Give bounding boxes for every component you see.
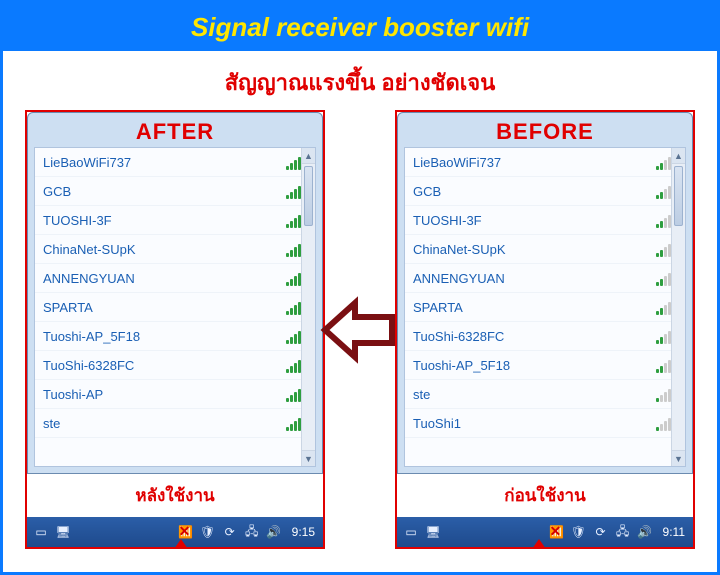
- scroll-down-button[interactable]: ▼: [302, 450, 315, 466]
- wifi-name: TUOSHI-3F: [413, 213, 482, 228]
- arrow-icon: [320, 295, 400, 365]
- after-window-frame: AFTER LieBaoWiFi737 GCB TUOSHI-3F ChinaNet-…: [27, 112, 323, 474]
- after-caption: หลังใช้งาน: [27, 474, 323, 517]
- wifi-name: GCB: [43, 184, 71, 199]
- wifi-name: ChinaNet-SUpK: [413, 242, 506, 257]
- shield-icon[interactable]: 🛡: [571, 524, 587, 540]
- wifi-name: ANNENGYUAN: [43, 271, 135, 286]
- wifi-name: ANNENGYUAN: [413, 271, 505, 286]
- scroll-thumb[interactable]: [304, 166, 313, 226]
- wifi-name: Tuoshi-AP: [43, 387, 103, 402]
- before-label: BEFORE: [404, 119, 686, 145]
- status-icon[interactable]: 📶: [549, 524, 565, 540]
- banner-title: Signal receiver booster wifi: [191, 12, 529, 43]
- scroll-thumb[interactable]: [674, 166, 683, 226]
- speaker-icon[interactable]: 🔊: [266, 524, 282, 540]
- before-wifi-list: LieBaoWiFi737 GCB TUOSHI-3F ChinaNet-SUpK AN…: [404, 147, 686, 467]
- wifi-name: Tuoshi-AP_5F18: [43, 329, 140, 344]
- wifi-row[interactable]: GCB: [405, 177, 685, 206]
- wifi-row[interactable]: ste: [35, 409, 315, 438]
- wifi-row[interactable]: ChinaNet-SUpK: [405, 235, 685, 264]
- speaker-icon[interactable]: 🔊: [637, 524, 653, 540]
- before-time: 9:11: [663, 525, 685, 539]
- before-taskbar: ▭ 🖥 📶 🛡 ⟳ 🖧 🔊 9:11: [397, 517, 693, 547]
- after-label: AFTER: [34, 119, 316, 145]
- refresh-icon[interactable]: ⟳: [222, 524, 238, 540]
- wifi-row[interactable]: ChinaNet-SUpK: [35, 235, 315, 264]
- wifi-row[interactable]: LieBaoWiFi737: [405, 148, 685, 177]
- wifi-name: Tuoshi-AP_5F18: [413, 358, 510, 373]
- wifi-row[interactable]: Tuoshi-AP: [35, 380, 315, 409]
- after-panel: AFTER LieBaoWiFi737 GCB TUOSHI-3F ChinaNet-…: [25, 110, 325, 549]
- panels-container: AFTER LieBaoWiFi737 GCB TUOSHI-3F ChinaNet-…: [3, 110, 717, 549]
- wifi-name: ChinaNet-SUpK: [43, 242, 136, 257]
- scrollbar[interactable]: ▲ ▼: [301, 148, 315, 466]
- wifi-row[interactable]: ste: [405, 380, 685, 409]
- wifi-row[interactable]: TUOSHI-3F: [405, 206, 685, 235]
- after-time: 9:15: [292, 525, 315, 539]
- before-window-frame: BEFORE LieBaoWiFi737 GCB TUOSHI-3F ChinaNet…: [397, 112, 693, 474]
- after-wifi-list: LieBaoWiFi737 GCB TUOSHI-3F ChinaNet-SUpK AN…: [34, 147, 316, 467]
- wifi-name: LieBaoWiFi737: [43, 155, 131, 170]
- wifi-row[interactable]: TuoShi1: [405, 409, 685, 438]
- wifi-row[interactable]: GCB: [35, 177, 315, 206]
- wifi-name: SPARTA: [413, 300, 463, 315]
- wifi-row[interactable]: ANNENGYUAN: [35, 264, 315, 293]
- wifi-row[interactable]: SPARTA: [405, 293, 685, 322]
- scrollbar[interactable]: ▲ ▼: [671, 148, 685, 466]
- status-icon[interactable]: 📶: [178, 524, 194, 540]
- wifi-row[interactable]: TUOSHI-3F: [35, 206, 315, 235]
- after-taskbar: ▭ 🖥 📶 🛡 ⟳ 🖧 🔊 9:15: [27, 517, 323, 547]
- banner: Signal receiver booster wifi: [3, 3, 717, 51]
- wifi-row[interactable]: TuoShi-6328FC: [405, 322, 685, 351]
- monitor-icon[interactable]: 🖥: [425, 524, 441, 540]
- network-icon[interactable]: 🖧: [244, 524, 260, 540]
- refresh-icon[interactable]: ⟳: [593, 524, 609, 540]
- window-icon[interactable]: ▭: [33, 524, 49, 540]
- window-icon[interactable]: ▭: [403, 524, 419, 540]
- wifi-name: ste: [43, 416, 60, 431]
- pointer-icon: [174, 539, 188, 549]
- wifi-name: SPARTA: [43, 300, 93, 315]
- before-panel: BEFORE LieBaoWiFi737 GCB TUOSHI-3F ChinaNet…: [395, 110, 695, 549]
- wifi-name: LieBaoWiFi737: [413, 155, 501, 170]
- wifi-name: GCB: [413, 184, 441, 199]
- scroll-up-button[interactable]: ▲: [302, 148, 315, 164]
- shield-icon[interactable]: 🛡: [200, 524, 216, 540]
- pointer-icon: [532, 539, 546, 549]
- wifi-name: ste: [413, 387, 430, 402]
- scroll-up-button[interactable]: ▲: [672, 148, 685, 164]
- monitor-icon[interactable]: 🖥: [55, 524, 71, 540]
- wifi-row[interactable]: LieBaoWiFi737: [35, 148, 315, 177]
- wifi-name: TuoShi1: [413, 416, 461, 431]
- wifi-name: TUOSHI-3F: [43, 213, 112, 228]
- wifi-row[interactable]: TuoShi-6328FC: [35, 351, 315, 380]
- before-caption: ก่อนใช้งาน: [397, 474, 693, 517]
- scroll-down-button[interactable]: ▼: [672, 450, 685, 466]
- wifi-name: TuoShi-6328FC: [413, 329, 504, 344]
- wifi-row[interactable]: ANNENGYUAN: [405, 264, 685, 293]
- network-icon[interactable]: 🖧: [615, 524, 631, 540]
- wifi-row[interactable]: Tuoshi-AP_5F18: [405, 351, 685, 380]
- wifi-row[interactable]: SPARTA: [35, 293, 315, 322]
- subtitle: สัญญาณแรงขึ้น อย่างชัดเจน: [3, 65, 717, 100]
- wifi-name: TuoShi-6328FC: [43, 358, 134, 373]
- wifi-row[interactable]: Tuoshi-AP_5F18: [35, 322, 315, 351]
